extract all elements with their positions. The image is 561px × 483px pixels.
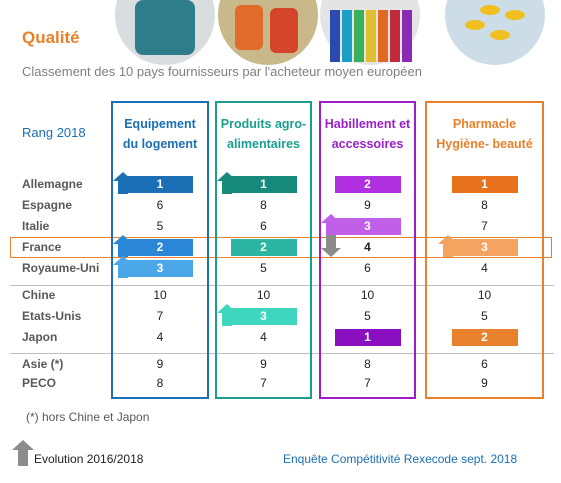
rank: 9 (481, 376, 488, 390)
legend: Evolution 2016/2018 (34, 452, 144, 466)
rank: 9 (260, 357, 267, 371)
evolution-arrow (320, 235, 341, 257)
column-header: Produits agro- (220, 117, 307, 131)
rank: 3 (127, 260, 193, 277)
subtitle: Classement des 10 pays fournisseurs par … (22, 64, 422, 79)
rank: 1 (127, 176, 193, 193)
country: PECO (22, 376, 57, 390)
rank: 10 (360, 288, 375, 302)
country: Japon (22, 330, 58, 344)
evolution-arrow (113, 172, 133, 194)
rank: 10 (477, 288, 492, 302)
rank: 8 (156, 376, 164, 390)
note: (*) hors Chine et Japon (26, 410, 150, 424)
rank: 2 (451, 329, 518, 346)
column-header: Equipement (124, 117, 196, 131)
rank-label: Rang 2018 (22, 125, 86, 140)
evolution-arrow (320, 214, 341, 236)
country: Italie (22, 219, 50, 233)
rank: 5 (364, 309, 371, 323)
evolution-arrow (113, 256, 133, 278)
country: Allemagne (22, 177, 83, 191)
separator (10, 353, 554, 354)
evolution-arrow (113, 235, 133, 257)
rank: 3 (230, 308, 297, 325)
rank: 4 (364, 240, 371, 254)
column-box (215, 101, 312, 399)
country: Etats-Unis (22, 309, 82, 323)
rank: 5 (260, 261, 267, 275)
column-header: du logement (122, 137, 198, 151)
column-box (319, 101, 416, 399)
rank: 6 (260, 219, 267, 233)
rank: 4 (156, 330, 164, 344)
evolution-arrow (437, 235, 458, 257)
column-header: alimentaires (227, 137, 300, 151)
rank: 6 (156, 198, 164, 212)
column-header: accessoires (331, 137, 404, 151)
country: France (22, 240, 62, 254)
legend-arrow (12, 440, 34, 466)
rank: 8 (481, 198, 488, 212)
rank: 10 (153, 288, 167, 302)
rank: 1 (230, 176, 297, 193)
evolution-arrow (216, 304, 237, 326)
separator (10, 285, 554, 286)
rank: 3 (451, 239, 518, 256)
country: Espagne (22, 198, 73, 212)
rank: 5 (156, 219, 164, 233)
column-box (425, 101, 544, 399)
rank: 2 (127, 239, 193, 256)
column-header: Pharmacle (452, 117, 517, 131)
column-header: Habillement et (324, 117, 411, 131)
rank: 10 (256, 288, 271, 302)
rank: 7 (156, 309, 164, 323)
rank: 9 (364, 198, 371, 212)
country: Royaume-Uni (22, 261, 100, 275)
rank: 2 (334, 176, 401, 193)
evolution-arrow (216, 172, 237, 194)
source: Enquête Compétitivité Rexecode sept. 201… (283, 452, 518, 466)
column-header: Hygiène- beauté (436, 137, 533, 151)
rank: 4 (260, 330, 267, 344)
country: Chine (22, 288, 56, 302)
photos (115, 0, 545, 65)
rank: 5 (481, 309, 488, 323)
rank: 7 (364, 376, 371, 390)
country: Asie (*) (22, 357, 64, 371)
rank: 7 (260, 376, 267, 390)
column-box (111, 101, 209, 399)
rank: 8 (364, 357, 371, 371)
rank: 6 (364, 261, 371, 275)
rank: 4 (481, 261, 488, 275)
rank: 6 (481, 357, 488, 371)
rank: 8 (260, 198, 267, 212)
rank: 3 (334, 218, 401, 235)
rank: 7 (481, 219, 488, 233)
rank: 9 (156, 357, 164, 371)
france-highlight (10, 237, 552, 258)
rank: 1 (334, 329, 401, 346)
rank: 1 (451, 176, 518, 193)
rank: 2 (230, 239, 297, 256)
title: Qualité (22, 28, 80, 47)
